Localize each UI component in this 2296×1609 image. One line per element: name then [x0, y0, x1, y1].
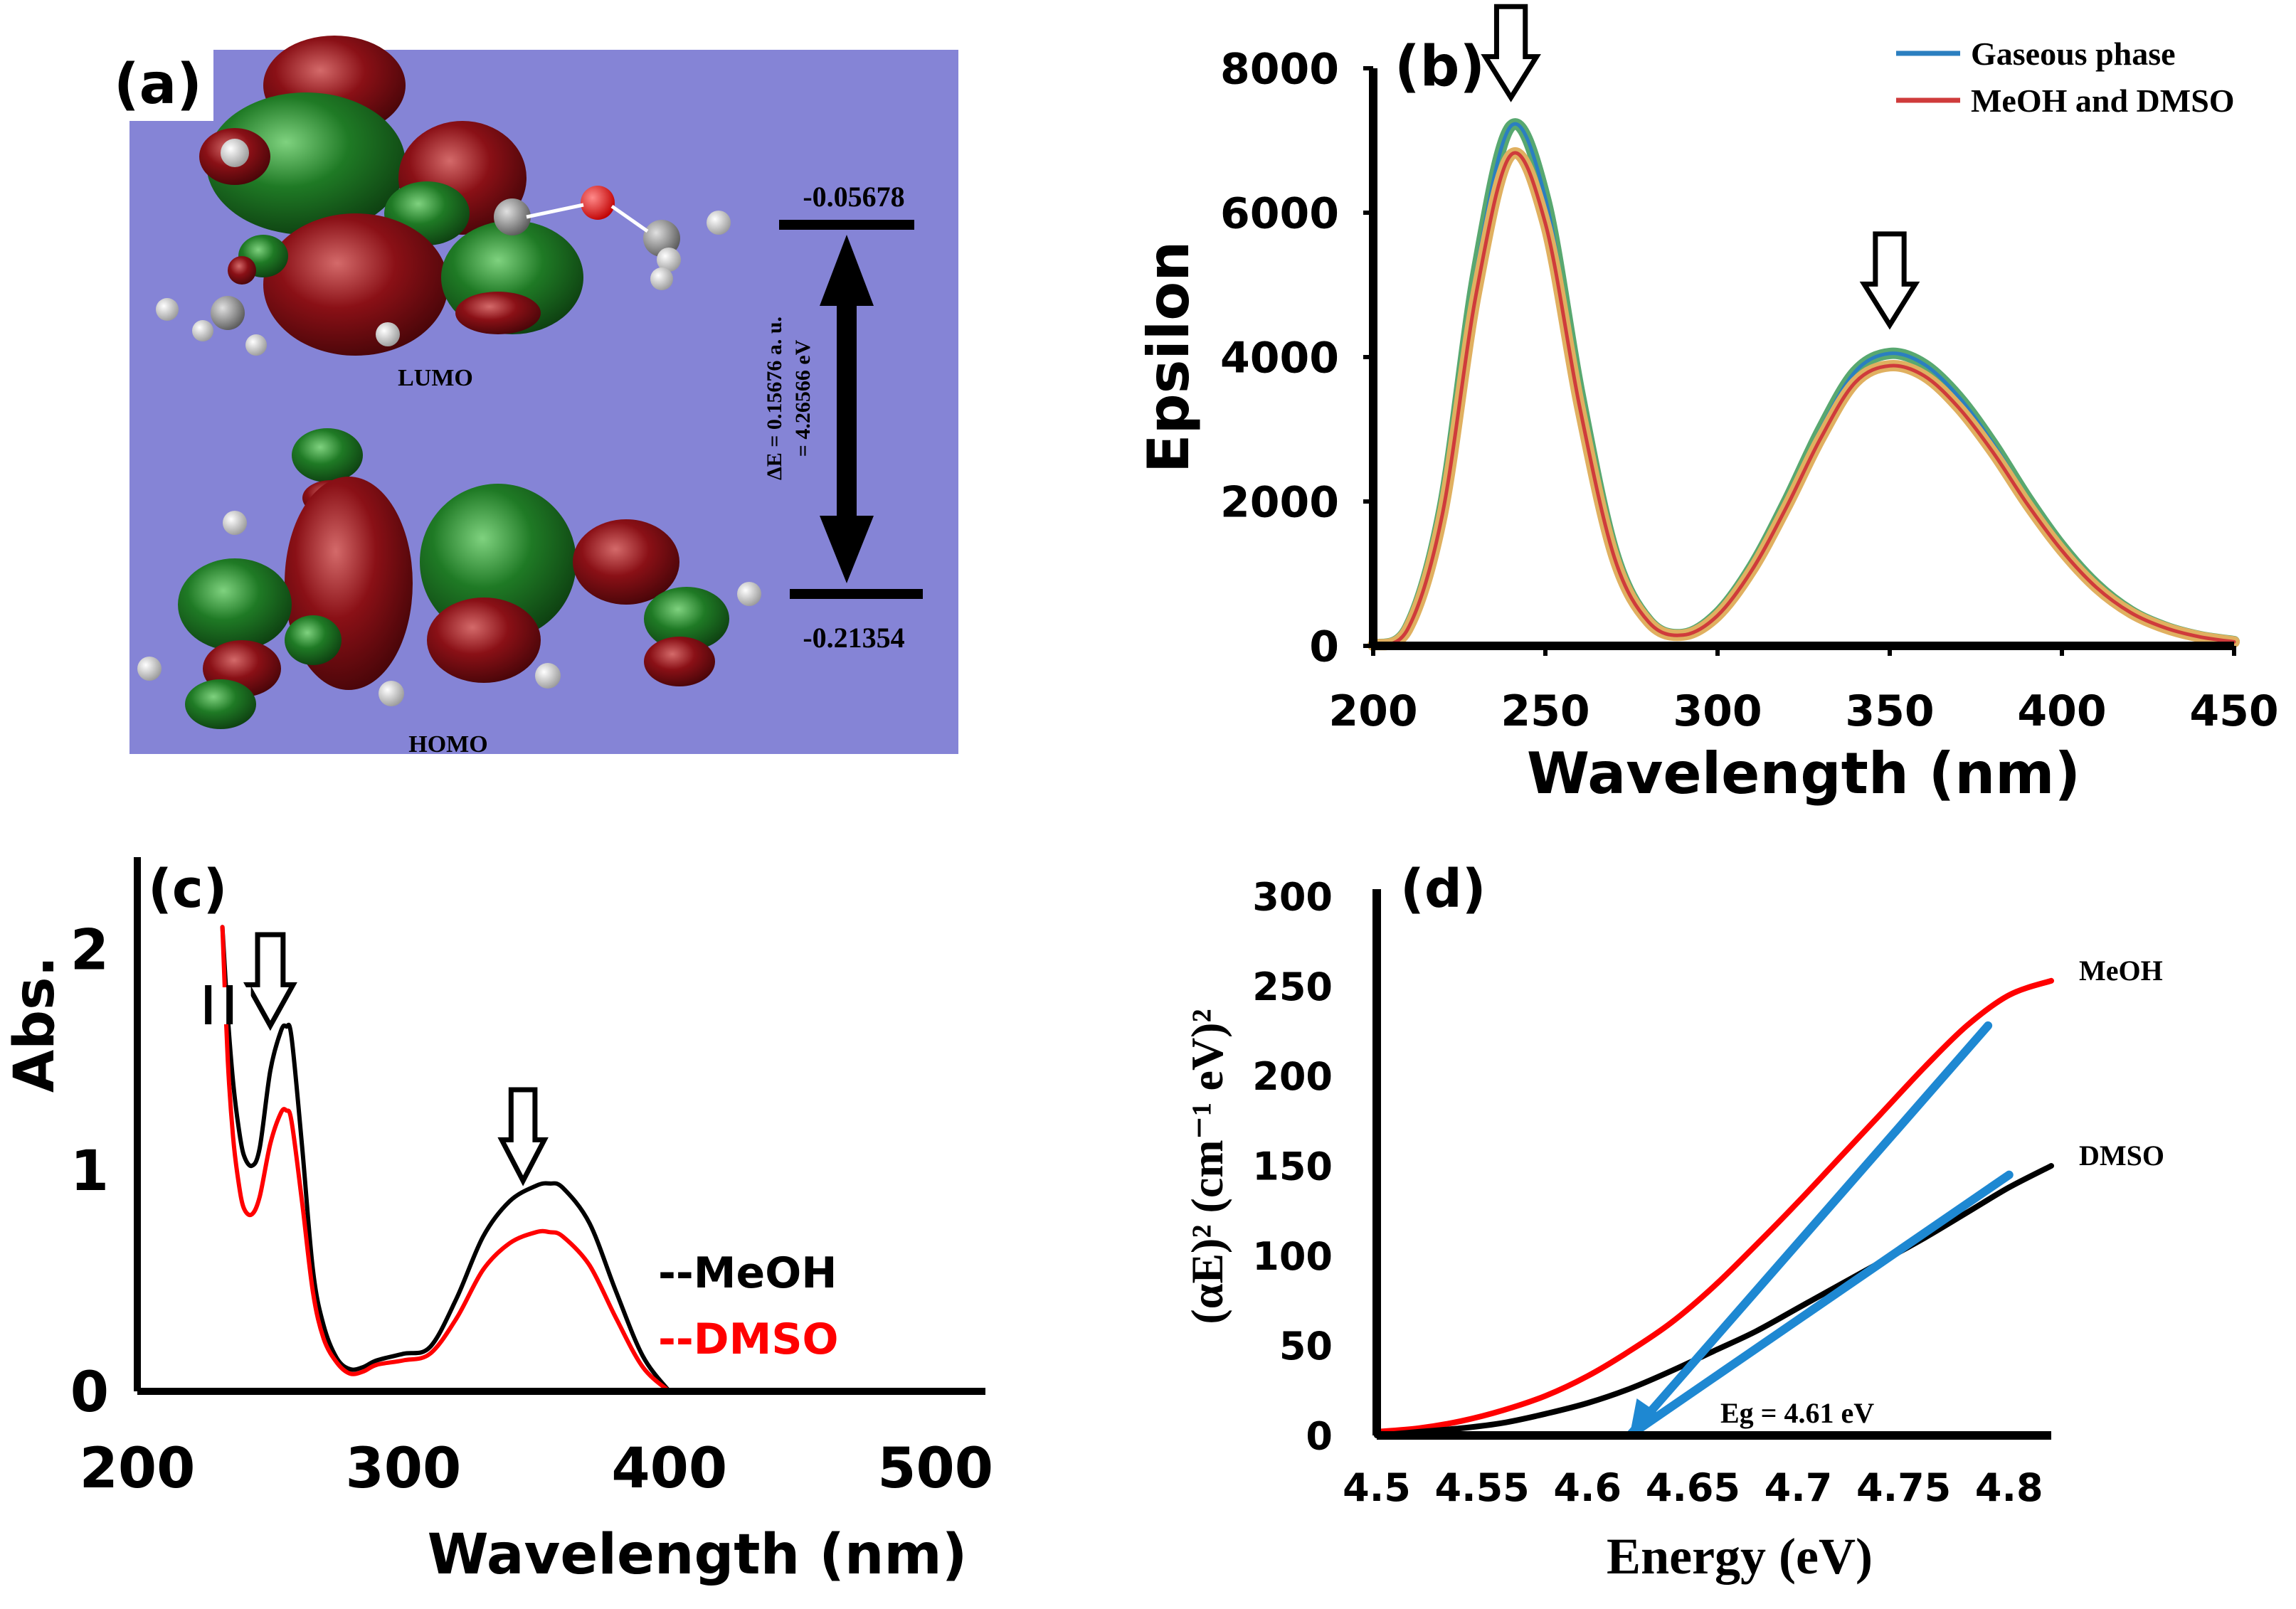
y-axis-label: Abs. — [3, 956, 67, 1093]
legend-entry-meoh: --MeOH — [658, 1248, 837, 1298]
lumo-energy: -0.05678 — [803, 181, 904, 213]
series-line-meoh — [1374, 977, 2054, 1435]
y-tick-label: 4000 — [1220, 334, 1339, 383]
x-tick-label: 250 — [1501, 686, 1589, 736]
gap-arrow — [820, 235, 874, 583]
x-axis-label: Wavelength (nm) — [428, 1523, 968, 1587]
x-tick-label: 300 — [345, 1437, 461, 1501]
x-tick-label: 200 — [1328, 686, 1417, 736]
panel-label-b: (b) — [1395, 35, 1485, 99]
energy-diagram: -0.05678 -0.21354 ΔE = 0.15676 a. u. = 4… — [763, 181, 923, 654]
series-line-gaseous-phase — [1371, 122, 2236, 647]
series-halo-meoh-and-dmso — [1367, 147, 2240, 651]
panel-a: (a) LUMO — [107, 36, 958, 758]
x-tick-label: 4.8 — [1975, 1465, 2043, 1510]
y-tick-label: 50 — [1279, 1324, 1333, 1369]
legend-entry-dmso: --DMSO — [658, 1315, 839, 1364]
y-tick-label: 2000 — [1220, 478, 1339, 528]
fit-line-dmso — [1625, 1170, 2014, 1440]
y-tick-label: 8000 — [1220, 45, 1339, 95]
peak-arrow-345 — [497, 1087, 549, 1186]
x-tick-label: 350 — [1845, 686, 1934, 736]
series-line--meoh — [220, 925, 672, 1393]
x-axis-label: Wavelength (nm) — [1527, 740, 2080, 807]
y-tick-label: 1 — [70, 1140, 109, 1204]
band-gap-label: Eg = 4.61 eV — [1720, 1397, 1874, 1429]
x-tick-label: 4.65 — [1646, 1465, 1740, 1510]
x-tick-label: 500 — [877, 1437, 993, 1501]
panel-label-a: (a) — [114, 53, 202, 117]
x-tick-label: 200 — [80, 1437, 196, 1501]
series-line-meoh-and-dmso — [1371, 151, 2236, 647]
series-halo-gaseous-phase — [1367, 118, 2240, 651]
y-axis-label: Epsilon — [1136, 241, 1202, 473]
x-tick-label: 4.75 — [1856, 1465, 1951, 1510]
y-tick-label: 150 — [1252, 1144, 1333, 1189]
homo-label: HOMO — [408, 731, 487, 758]
x-tick-label: 4.5 — [1343, 1465, 1411, 1510]
label-box — [107, 39, 213, 121]
peak-arrow-350 — [1859, 231, 1920, 330]
x-tick-label: 4.6 — [1553, 1465, 1622, 1510]
x-axis-label: Energy (eV) — [1607, 1528, 1873, 1585]
legend-entry-dmso: DMSO — [2079, 1140, 2164, 1172]
y-tick-label: 0 — [1306, 1413, 1333, 1458]
lumo-orbital — [156, 36, 731, 356]
y-tick-label: 300 — [1252, 874, 1333, 919]
x-tick-label: 450 — [2189, 686, 2278, 736]
homo-orbital — [137, 428, 761, 729]
legend: --MeOH --DMSO — [658, 1248, 839, 1364]
y-tick-label: 2 — [70, 918, 109, 982]
y-axis-label: (αE)² (cm⁻¹ eV)² — [1182, 1009, 1232, 1324]
y-tick-label: 0 — [1309, 622, 1339, 672]
panel-c: (c) 200 300 400 500 0 1 2 --MeOH --DMSO Wavelen… — [3, 857, 993, 1587]
intercept-arrowhead — [1629, 1398, 1660, 1435]
y-tick-label: 200 — [1252, 1054, 1333, 1099]
x-tick-label: 4.55 — [1435, 1465, 1530, 1510]
series-line--dmso — [220, 925, 672, 1393]
panel-label-d: (d) — [1400, 859, 1486, 920]
x-tick-label: 400 — [611, 1437, 727, 1501]
panel-d: (d) 4.5 4.55 4.6 4.65 4.7 4.75 4.8 0 50 100 150 200… — [1182, 859, 2164, 1585]
panel-label-c: (c) — [148, 859, 228, 920]
gap-value-au: ΔE = 0.15676 a. u. — [763, 317, 786, 480]
legend-entry: MeOH and DMSO — [1971, 83, 2235, 119]
legend-entry: Gaseous phase — [1971, 36, 2176, 72]
y-tick-label: 100 — [1252, 1234, 1333, 1279]
fit-line-meoh — [1625, 1021, 1993, 1440]
panel-b: (b) 200 250 300 350 400 45002000400060008000 … — [1136, 4, 2279, 807]
legend: MeOH DMSO — [2079, 955, 2164, 1172]
x-tick-label: 300 — [1673, 686, 1762, 736]
gap-value-ev: = 4.26566 eV — [791, 339, 815, 457]
x-tick-label: 400 — [2017, 686, 2106, 736]
y-tick-label: 250 — [1252, 965, 1333, 1009]
peak-arrow-240 — [1481, 4, 1541, 102]
y-tick-label: 6000 — [1220, 189, 1339, 239]
peak-arrow-250 — [243, 932, 297, 1031]
x-tick-label: 4.7 — [1765, 1465, 1833, 1510]
lumo-label: LUMO — [398, 365, 473, 391]
series-line-dmso — [1374, 1163, 2054, 1438]
legend: Gaseous phase MeOH and DMSO — [1896, 36, 2235, 119]
homo-energy: -0.21354 — [803, 622, 904, 654]
legend-entry-meoh: MeOH — [2079, 955, 2163, 987]
y-tick-label: 0 — [70, 1361, 109, 1425]
